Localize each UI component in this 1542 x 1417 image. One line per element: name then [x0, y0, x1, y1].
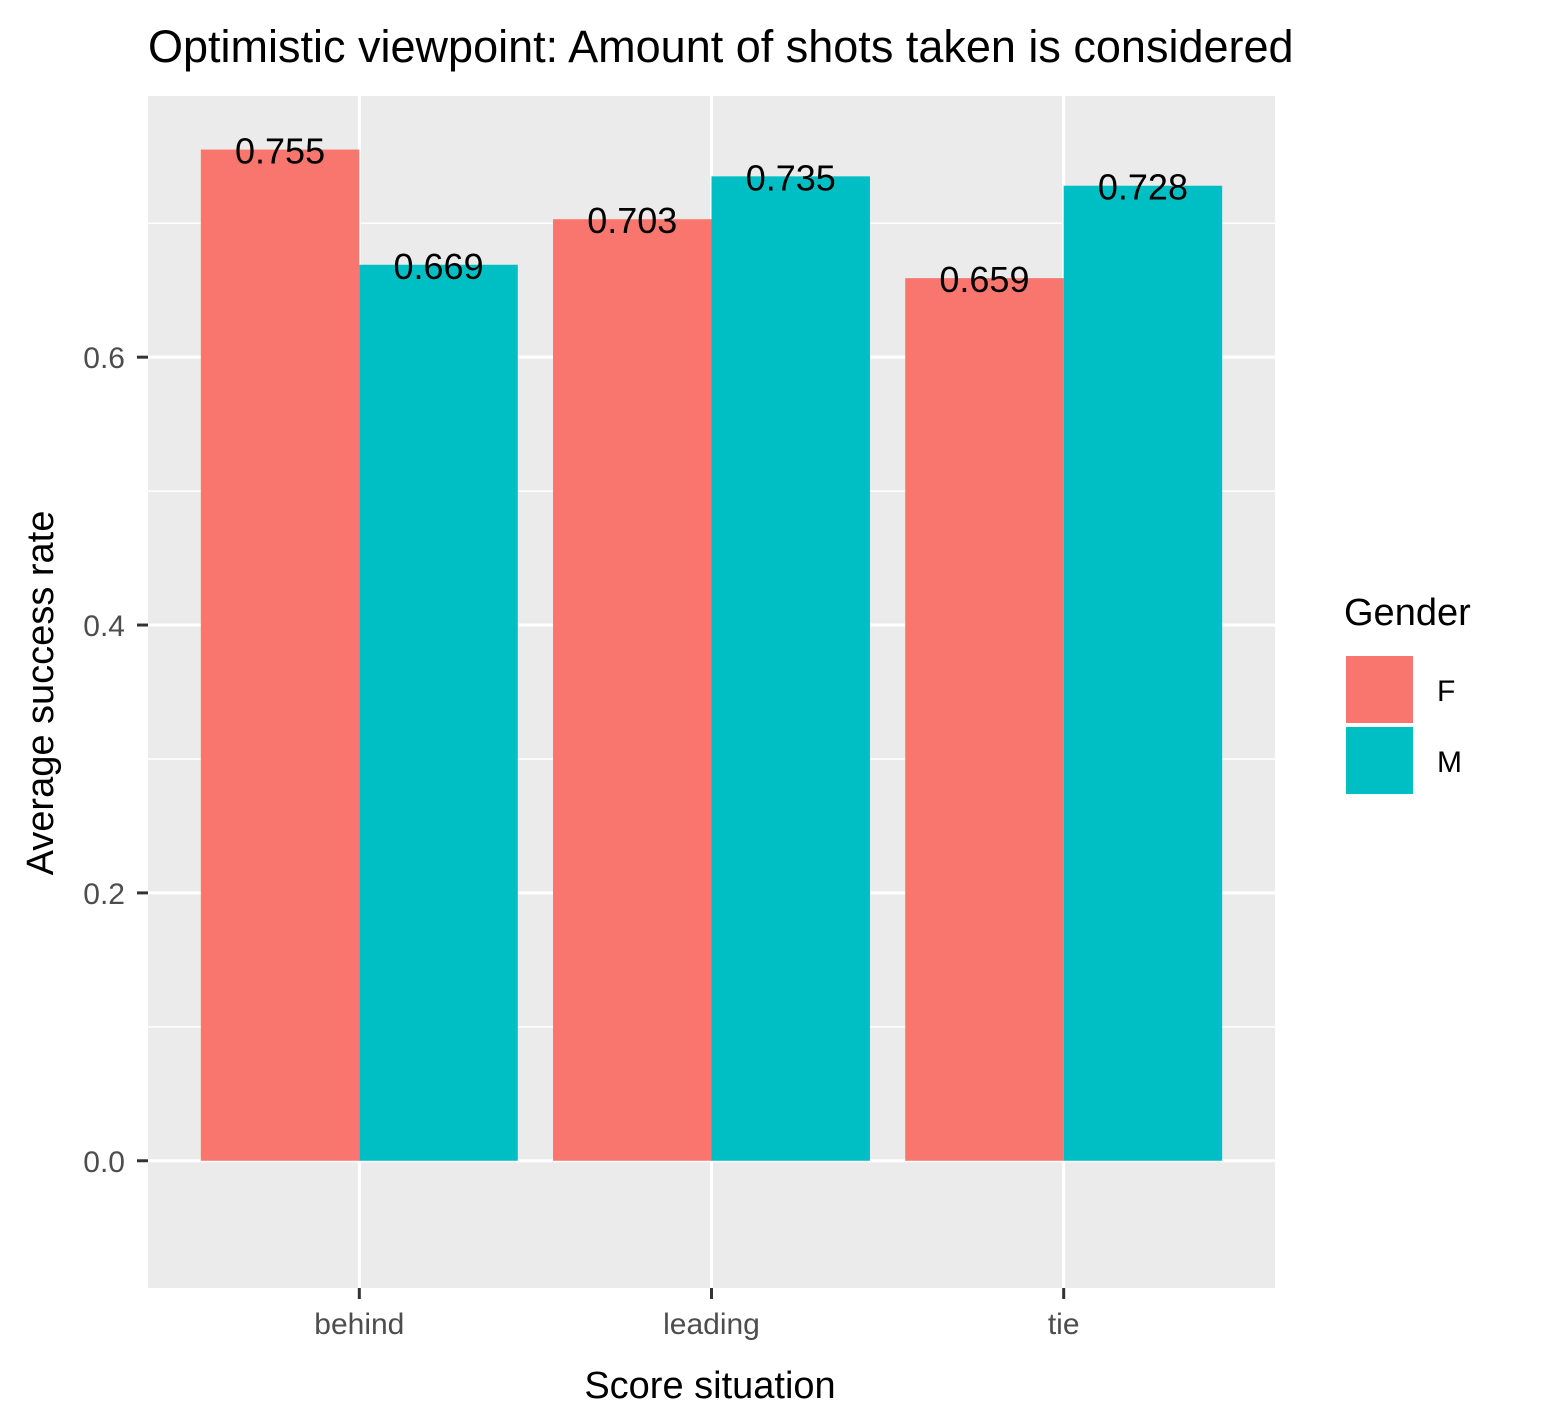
- y-tick-label: 0.6: [83, 342, 125, 375]
- bar-F-tie: [905, 278, 1064, 1161]
- bars: [200, 149, 1223, 1161]
- legend: Gender F M: [1344, 592, 1471, 796]
- bar-F-behind: [200, 149, 360, 1161]
- chart-title: Optimistic viewpoint: Amount of shots ta…: [148, 21, 1294, 72]
- x-tick-label: leading: [663, 1308, 760, 1341]
- data-label-M-tie: 0.728: [1098, 167, 1188, 208]
- bar-F-leading: [553, 219, 712, 1161]
- y-tick-label: 0.4: [83, 610, 125, 643]
- legend-title: Gender: [1344, 592, 1471, 634]
- data-label-F-tie: 0.659: [939, 259, 1029, 300]
- data-labels: 0.755 0.669 0.703 0.735 0.659 0.728: [235, 131, 1188, 301]
- legend-label-F: F: [1437, 675, 1455, 708]
- data-label-F-behind: 0.755: [235, 131, 325, 172]
- data-label-F-leading: 0.703: [587, 200, 677, 241]
- x-axis-title: Score situation: [584, 1365, 835, 1407]
- y-tick-label: 0.2: [83, 878, 125, 911]
- bar-M-tie: [1063, 185, 1223, 1161]
- bar-M-behind: [359, 264, 518, 1161]
- y-axis-title: Average success rate: [20, 511, 62, 876]
- y-axis: 0.0 0.2 0.4 0.6: [83, 342, 148, 1179]
- legend-label-M: M: [1437, 746, 1462, 779]
- data-label-M-leading: 0.735: [746, 157, 836, 198]
- x-tick-label: tie: [1048, 1308, 1080, 1341]
- legend-key-M: [1344, 725, 1415, 796]
- x-axis: behind leading tie: [314, 1288, 1080, 1341]
- data-label-M-behind: 0.669: [394, 246, 484, 287]
- bar-M-leading: [711, 176, 870, 1161]
- y-tick-label: 0.0: [83, 1146, 125, 1179]
- legend-key-F: [1344, 654, 1415, 725]
- x-tick-label: behind: [314, 1308, 404, 1341]
